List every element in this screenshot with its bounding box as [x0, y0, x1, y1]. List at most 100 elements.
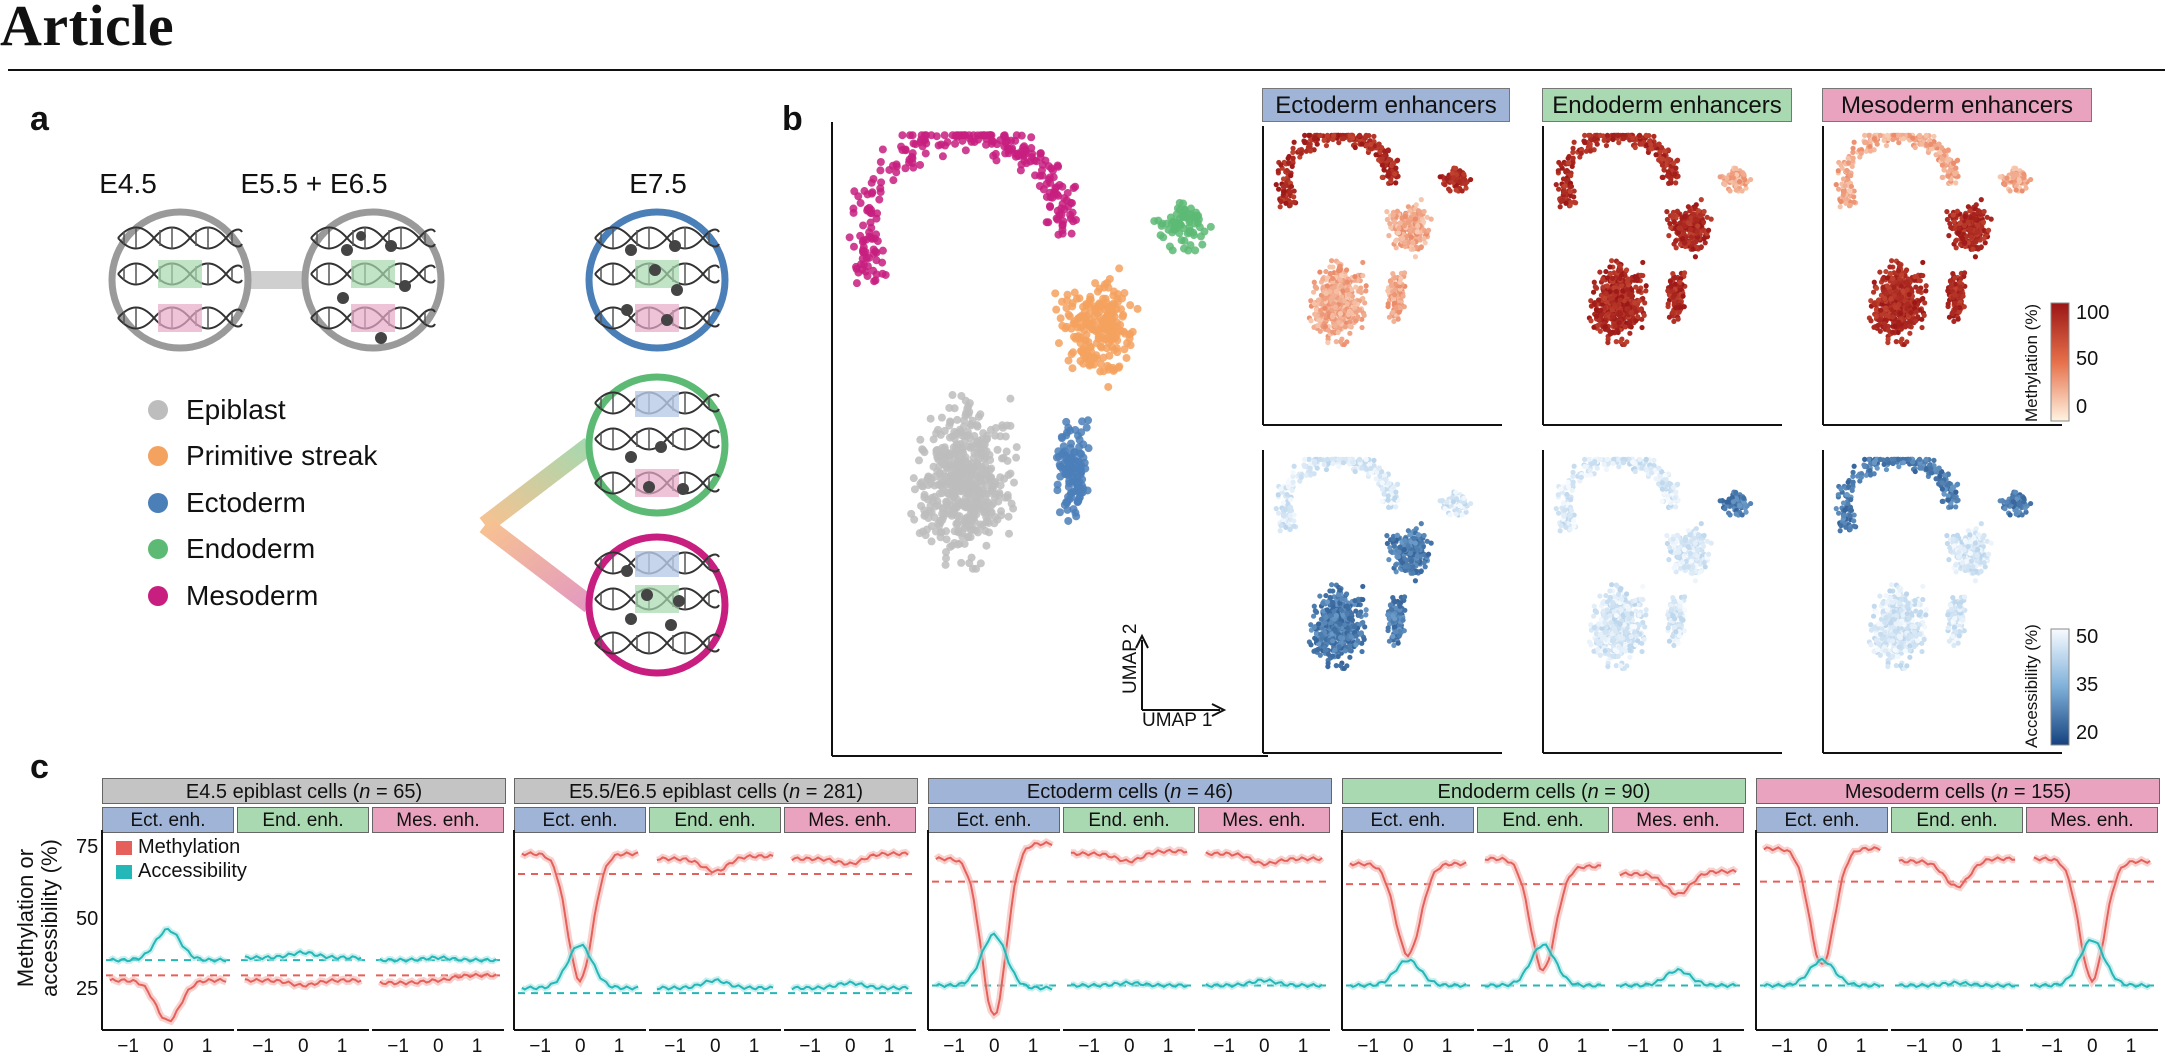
umap-panel-point: [1350, 135, 1356, 141]
umap-point: [854, 192, 863, 201]
umap-point: [977, 435, 986, 444]
umap-panel-point: [1845, 160, 1852, 166]
umap-panel-point: [1970, 240, 1976, 246]
umap-panel-point: [1951, 160, 1957, 166]
umap-panel-point: [1912, 299, 1918, 306]
legend-dot-mesoderm: [148, 586, 168, 606]
umap-point: [1058, 321, 1067, 330]
umap-panel-point: [1273, 182, 1279, 188]
umap-panel-point: [1892, 304, 1899, 310]
umap-panel-point: [1675, 157, 1681, 163]
umap-panel-point: [1603, 142, 1610, 149]
umap-point: [1084, 416, 1093, 425]
umap-panel-point: [1387, 221, 1393, 227]
umap-panel-point: [1913, 284, 1919, 290]
umap-panel-point: [1874, 141, 1880, 147]
umap-point: [993, 515, 1002, 524]
umap-methylation-mesoderm: [1822, 126, 2062, 426]
umap-point: [957, 558, 966, 567]
umap-panel-point: [1341, 298, 1347, 304]
umap-panel-point: [1895, 132, 1901, 138]
umap-point: [892, 168, 901, 177]
umap-point: [1108, 342, 1117, 351]
umap-point: [1004, 149, 1013, 158]
umap-panel-point: [1320, 284, 1327, 290]
umap-panel-point: [1900, 136, 1907, 142]
umap-panel-point: [1901, 298, 1907, 304]
umap-point: [1056, 314, 1065, 323]
umap-panel-point: [1956, 309, 1962, 315]
umap-point: [991, 490, 1000, 499]
stage-label-e75: E7.5: [629, 168, 687, 199]
umap-panel-point: [1842, 183, 1848, 189]
umap-panel-point: [1344, 279, 1350, 285]
umap-point: [928, 493, 937, 502]
umap-point: [1174, 218, 1183, 227]
umap-panel-point: [1308, 298, 1314, 304]
umap-panel-point: [1936, 141, 1942, 147]
umap-panel-point: [1428, 216, 1434, 222]
umap-panel-point: [1325, 339, 1331, 346]
umap-panel-point: [1422, 240, 1428, 246]
umap-panel-point: [1953, 165, 1959, 171]
umap-panel-point: [1960, 293, 1966, 299]
umap-panel-point: [1607, 264, 1613, 270]
umap-panel-point: [1609, 275, 1616, 282]
umap-point: [875, 195, 884, 204]
umap-panel-point: [1290, 149, 1296, 155]
umap-panel-point: [1570, 155, 1576, 161]
umap-point: [1091, 279, 1100, 288]
umap-panel-point: [1838, 199, 1844, 205]
umap-panel-point: [1557, 204, 1563, 210]
umap-panel-point: [1642, 300, 1648, 306]
umap-point: [1101, 328, 1110, 337]
umap-point: [1084, 353, 1093, 362]
umap-panel-point: [1359, 141, 1365, 147]
umap-point: [920, 448, 929, 457]
umap-panel-point: [1564, 167, 1570, 174]
umap-point: [1101, 294, 1110, 303]
umap-point: [970, 137, 979, 146]
umap-panel-point: [1597, 328, 1603, 334]
umap-point: [1053, 161, 1062, 170]
umap-panel-point: [1877, 328, 1883, 334]
umap-panel-point: [1955, 157, 1961, 163]
umap-panel-point: [1377, 149, 1383, 155]
umap-panel-point: [1291, 188, 1297, 194]
umap-point: [1065, 461, 1074, 470]
panel-a-label: a: [30, 100, 49, 138]
umap-main-plot: [831, 122, 1268, 757]
umap-point: [858, 254, 867, 263]
umap-point: [950, 507, 959, 516]
umap-panel-point: [1913, 309, 1919, 315]
umap-panel-point: [1657, 149, 1663, 155]
umap-panel-point: [1891, 132, 1897, 138]
umap-panel-point: [2021, 171, 2027, 177]
umap-panel-point: [1396, 225, 1402, 231]
umap-panel-point: [1617, 311, 1624, 317]
umap-point: [1099, 367, 1108, 376]
umap-point: [961, 146, 970, 155]
umap-panel-point: [1336, 140, 1342, 146]
umap-point: [865, 203, 874, 212]
umap-point: [991, 423, 1000, 432]
umap-panel-point: [1933, 152, 1939, 158]
umap-point: [1104, 382, 1113, 391]
umap-point: [1085, 299, 1094, 308]
umap-point: [1191, 246, 1200, 255]
umap-panel-point: [1289, 163, 1295, 170]
umap-panel-point: [1946, 314, 1953, 320]
umap-panel-point: [1407, 226, 1413, 232]
umap-point: [991, 431, 1000, 440]
umap-panel-point: [1421, 236, 1427, 242]
umap-panel-point: [1322, 305, 1328, 311]
umap-panel-point: [1724, 175, 1730, 181]
umap-point: [1067, 229, 1076, 238]
umap-panel-point: [1278, 199, 1284, 205]
umap-point: [944, 449, 953, 458]
umap-panel-point: [1849, 163, 1855, 170]
umap-point: [1128, 327, 1137, 336]
umap-panel-point: [1904, 279, 1910, 285]
umap-panel-point: [1616, 320, 1622, 326]
umap-panel-point: [1900, 288, 1906, 294]
